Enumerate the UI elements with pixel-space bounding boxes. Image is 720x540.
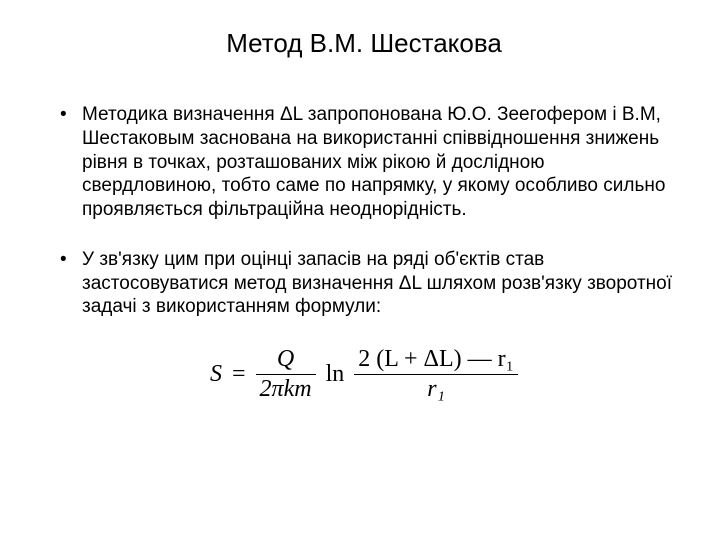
ln-operator: ln bbox=[326, 361, 345, 388]
formula-block: S = Q 2πkm ln 2 (L + ΔL) — r₁ r₁ bbox=[56, 347, 672, 402]
fraction-1-bar bbox=[256, 374, 316, 375]
equals-sign: = bbox=[232, 361, 246, 388]
bullet-text: Методика визначення ΔL запропонована Ю.О… bbox=[82, 104, 665, 220]
list-item: Методика визначення ΔL запропонована Ю.О… bbox=[60, 103, 672, 222]
fraction-2-bar bbox=[354, 374, 518, 375]
fraction-2-den: r₁ bbox=[423, 376, 449, 402]
slide: Метод В.М. Шестакова Методика визначення… bbox=[0, 0, 720, 540]
fraction-2: 2 (L + ΔL) — r₁ r₁ bbox=[354, 347, 518, 402]
list-item: У зв'язку цим при оцінці запасів на ряді… bbox=[60, 248, 672, 319]
bullet-text: У зв'язку цим при оцінці запасів на ряді… bbox=[82, 249, 672, 318]
equation: S = Q 2πkm ln 2 (L + ΔL) — r₁ r₁ bbox=[210, 347, 518, 402]
fraction-2-num: 2 (L + ΔL) — r₁ bbox=[354, 347, 518, 373]
fraction-1-num: Q bbox=[273, 347, 298, 373]
bullet-list: Методика визначення ΔL запропонована Ю.О… bbox=[60, 103, 672, 319]
slide-title: Метод В.М. Шестакова bbox=[56, 28, 672, 59]
fraction-1: Q 2πkm bbox=[256, 347, 316, 402]
formula-lhs: S bbox=[210, 361, 222, 388]
fraction-1-den: 2πkm bbox=[256, 376, 316, 402]
